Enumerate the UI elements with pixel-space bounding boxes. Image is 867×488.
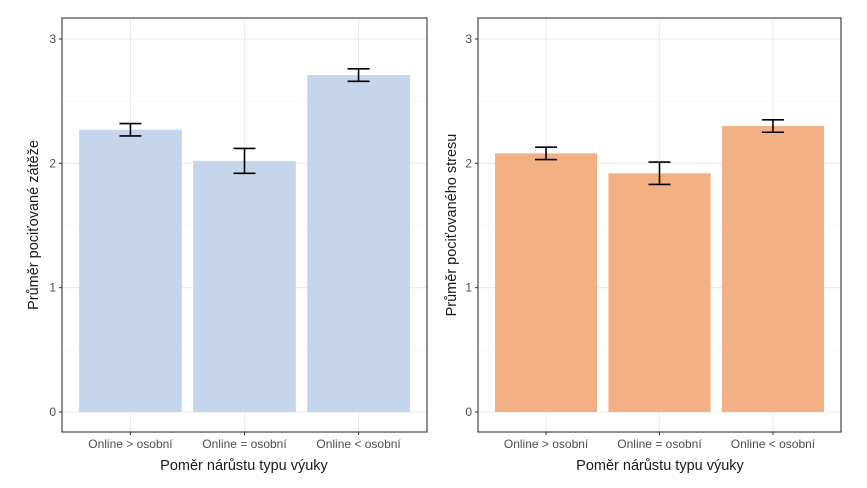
y-tick-label: 2 <box>465 156 472 170</box>
bar-2 <box>608 173 711 412</box>
x-tick-label: Online < osobní <box>731 437 816 451</box>
error-bar-2 <box>233 147 256 175</box>
x-tick-label: Online > osobní <box>88 437 173 451</box>
error-bar-1 <box>535 146 558 161</box>
y-tick-label: 2 <box>49 156 56 170</box>
y-tick-label: 0 <box>465 405 472 419</box>
x-tick-label: Online < osobní <box>316 437 401 451</box>
y-axis-title: Průměr pociťované zátěže <box>26 140 42 310</box>
y-axis-title: Průměr pociťovaného stresu <box>444 134 460 317</box>
y-tick-label: 3 <box>49 32 56 46</box>
y-tick-label: 0 <box>49 405 56 419</box>
error-bar-1 <box>119 122 142 137</box>
x-axis-title: Poměr nárůstu typu výuky <box>160 458 328 474</box>
x-axis-title: Poměr nárůstu typu výuky <box>576 458 744 474</box>
chart-panel-right: 0 1 2 3 Online > osobní Online = osobní Online… <box>444 17 842 474</box>
error-bar-3 <box>761 119 784 134</box>
chart-panel-left: 0 1 2 3 Online > osobní Online = osobní Online… <box>26 17 428 474</box>
bar-3 <box>721 126 824 413</box>
bar-1 <box>495 153 598 413</box>
error-bar-2 <box>648 161 671 186</box>
x-tick-label: Online = osobní <box>202 437 287 451</box>
y-tick-label: 1 <box>49 281 56 295</box>
x-tick-label: Online = osobní <box>617 437 702 451</box>
y-tick-label: 3 <box>465 32 472 46</box>
bar-1 <box>79 129 182 412</box>
error-bar-3 <box>347 68 370 83</box>
bar-3 <box>307 75 410 412</box>
x-tick-label: Online > osobní <box>504 437 589 451</box>
bar-2 <box>193 160 296 412</box>
y-tick-label: 1 <box>465 281 472 295</box>
